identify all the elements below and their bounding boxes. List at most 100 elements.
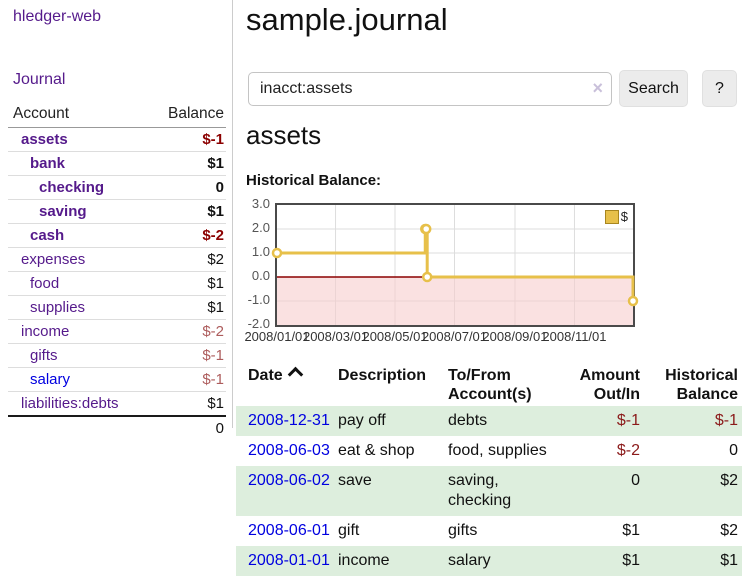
account-row: assets $-1 <box>8 127 226 152</box>
account-link-supplies[interactable]: supplies <box>30 299 86 316</box>
transaction-description: gift <box>338 522 360 539</box>
transaction-amount: $1 <box>622 552 640 569</box>
transaction-accounts: gifts <box>448 522 478 539</box>
y-axis-tick-label: -2.0 <box>247 316 270 331</box>
chart-title: Historical Balance: <box>246 172 382 189</box>
transaction-accounts: food, supplies <box>448 442 547 459</box>
account-row: supplies $1 <box>8 295 226 320</box>
page-title: sample.journal <box>246 2 448 37</box>
account-row: gifts $-1 <box>8 343 226 368</box>
x-axis-tick-label: 2008/03/01 <box>302 329 369 344</box>
account-row: saving $1 <box>8 199 226 224</box>
accounts-total-row: 0 <box>8 415 226 440</box>
transaction-date-link[interactable]: 2008-12-31 <box>248 412 330 429</box>
account-row: checking 0 <box>8 175 226 200</box>
y-axis-tick-label: 0.0 <box>251 268 270 283</box>
transaction-accounts: salary <box>448 552 491 569</box>
accounts-header-account: Account <box>8 102 151 128</box>
search-input[interactable] <box>248 72 612 106</box>
account-row: income $-2 <box>8 319 226 344</box>
register-table: Date Description To/From Account(s) Amou… <box>236 364 742 576</box>
search-button[interactable]: Search <box>619 70 688 107</box>
chart-legend: $ <box>604 209 628 224</box>
register-header-date[interactable]: Date <box>236 364 334 406</box>
account-balance: $1 <box>150 295 226 320</box>
data-point-marker <box>271 247 283 259</box>
sidebar-item-journal[interactable]: Journal <box>13 71 66 88</box>
account-balance: $1 <box>150 151 226 176</box>
account-balance: $-1 <box>150 127 226 152</box>
transaction-balance: $1 <box>720 552 738 569</box>
y-axis-tick-label: 1.0 <box>251 244 270 259</box>
x-axis-tick-label: 2008/05/01 <box>362 329 428 344</box>
transaction-row[interactable]: 2008-12-31 pay off debts $-1 $-1 <box>236 406 742 436</box>
account-link-expenses[interactable]: expenses <box>21 251 86 268</box>
transaction-balance: $2 <box>720 522 738 539</box>
clear-search-icon[interactable]: × <box>592 78 603 98</box>
account-link-salary[interactable]: salary <box>30 371 71 388</box>
account-link-income[interactable]: income <box>21 323 70 340</box>
account-row: salary $-1 <box>8 367 226 392</box>
account-link-food[interactable]: food <box>30 275 60 292</box>
transaction-row[interactable]: 2008-06-01 gift gifts $1 $2 <box>236 516 742 546</box>
transaction-date-link[interactable]: 2008-01-01 <box>248 552 330 569</box>
transaction-amount: $-2 <box>616 442 640 459</box>
chart-canvas <box>271 205 639 325</box>
data-point-marker <box>421 271 433 283</box>
account-balance: $1 <box>150 391 226 417</box>
transaction-row[interactable]: 2008-06-03 eat & shop food, supplies $-2… <box>236 436 742 466</box>
register-header-description: Description <box>338 367 427 384</box>
accounts-table-header-row: Account Balance <box>8 102 226 128</box>
transaction-row[interactable]: 2008-01-01 income salary $1 $1 <box>236 546 742 576</box>
account-balance: $2 <box>150 247 226 272</box>
x-axis-tick-label: 2008/09/01 <box>482 329 548 344</box>
account-link-checking[interactable]: checking <box>39 179 105 196</box>
accounts-table: Account Balance assets $-1 bank $1 check… <box>8 102 226 440</box>
account-balance: $-1 <box>150 343 226 368</box>
account-balance: $1 <box>150 199 226 224</box>
account-heading: assets <box>246 120 322 150</box>
brand-link[interactable]: hledger-web <box>13 8 102 25</box>
transaction-balance: $-1 <box>714 412 738 429</box>
account-row: bank $1 <box>8 151 226 176</box>
transaction-amount: $1 <box>622 522 640 539</box>
transaction-accounts: debts <box>448 412 488 429</box>
x-axis-tick-label: 2008/07/01 <box>421 329 488 344</box>
account-link-gifts[interactable]: gifts <box>30 347 58 364</box>
transaction-balance: 0 <box>729 442 738 459</box>
sort-ascending-icon <box>287 366 303 383</box>
balance-chart: $ <box>271 203 639 327</box>
account-balance: $-2 <box>150 319 226 344</box>
y-axis-tick-label: -1.0 <box>247 292 270 307</box>
register-header-amount: Amount Out/In <box>579 367 640 403</box>
y-axis-tick-label: 3.0 <box>251 196 270 211</box>
account-row: cash $-2 <box>8 223 226 248</box>
transaction-description: income <box>338 552 390 569</box>
help-button[interactable]: ? <box>702 70 737 107</box>
register-header-row: Date Description To/From Account(s) Amou… <box>236 364 742 406</box>
account-row: food $1 <box>8 271 226 296</box>
transaction-balance: $2 <box>720 472 738 489</box>
account-row: expenses $2 <box>8 247 226 272</box>
account-link-assets[interactable]: assets <box>21 131 68 148</box>
register-header-accounts: To/From Account(s) <box>448 367 532 403</box>
account-link-bank[interactable]: bank <box>30 155 66 172</box>
account-link-cash[interactable]: cash <box>30 227 65 244</box>
transaction-description: eat & shop <box>338 442 415 459</box>
transaction-date-link[interactable]: 2008-06-01 <box>248 522 330 539</box>
register-header-balance: Historical Balance <box>665 367 738 403</box>
x-axis-tick-label: 2008/11/01 <box>542 329 607 344</box>
account-balance: $-2 <box>150 223 226 248</box>
transaction-description: pay off <box>338 412 386 429</box>
transaction-date-link[interactable]: 2008-06-03 <box>248 442 330 459</box>
transaction-date-link[interactable]: 2008-06-02 <box>248 472 330 489</box>
legend-label: $ <box>620 209 628 224</box>
legend-swatch-icon <box>604 209 619 224</box>
transaction-row[interactable]: 2008-06-02 save saving, checking 0 $2 <box>236 466 742 516</box>
account-link-liabilities-debts[interactable]: liabilities:debts <box>21 395 119 412</box>
accounts-total-balance: 0 <box>150 415 226 440</box>
transaction-amount: 0 <box>631 472 640 489</box>
account-row: liabilities:debts $1 <box>8 391 226 417</box>
y-axis-tick-label: 2.0 <box>251 220 270 235</box>
account-link-saving[interactable]: saving <box>39 203 87 220</box>
